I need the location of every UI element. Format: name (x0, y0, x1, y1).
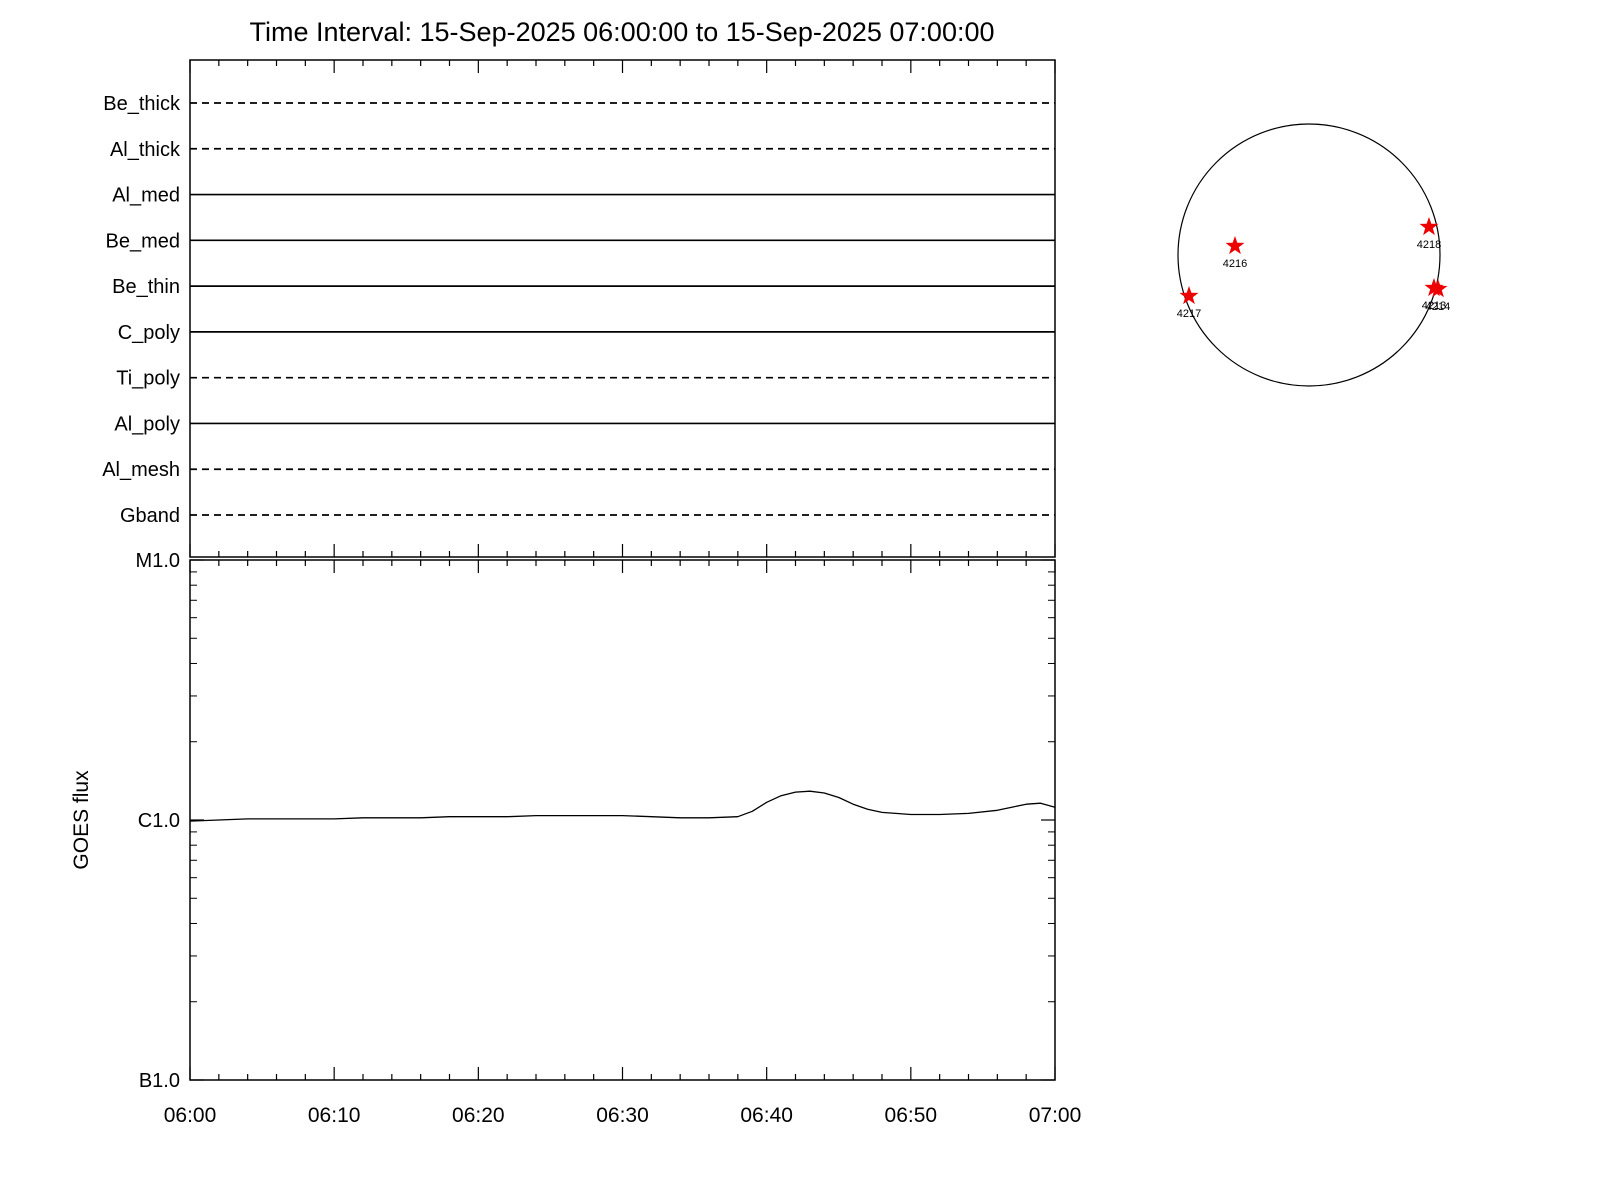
x-tick-label-06:20: 06:20 (452, 1104, 505, 1127)
x-tick-label-06:50: 06:50 (885, 1104, 938, 1127)
x-tick-label-07:00: 07:00 (1029, 1104, 1082, 1127)
filter-timeline-panel: Be_thick Al_thick Al_med Be_med Be_thin C_pol… (102, 59, 1056, 558)
active-region-label-4216: 4216 (1223, 258, 1247, 270)
y-tick-label-B1.0: B1.0 (139, 1070, 180, 1092)
active-region-star-4218 (1419, 217, 1439, 236)
filter-label-Al_med: Al_med (112, 185, 180, 207)
filter-label-Ti_poly: Ti_poly (116, 368, 180, 390)
solar-limb (1177, 123, 1441, 387)
filter-label-C_poly: C_poly (118, 322, 180, 344)
goes-flux-line (189, 790, 1056, 822)
y-tick-label-M1.0: M1.0 (136, 550, 180, 572)
y-tick-label-C1.0: C1.0 (138, 810, 180, 832)
x-tick-label-06:30: 06:30 (596, 1104, 649, 1127)
active-region-star-4216 (1225, 236, 1245, 255)
active-region-label-4217: 4217 (1177, 308, 1201, 320)
filter-label-Be_thick: Be_thick (103, 93, 181, 115)
goes-flux-panel: 06:00 06:10 06:20 06:30 06:40 06:50 07:00 M1.0 C… (136, 550, 1082, 1127)
goes-panel-frame (189, 559, 1056, 1081)
chart-title: Time Interval: 15-Sep-2025 06:00:00 to 1… (249, 17, 994, 47)
filter-label-Al_mesh: Al_mesh (102, 459, 180, 481)
active-region-label-4213: 4213 (1422, 300, 1446, 312)
filter-label-Gband: Gband (120, 505, 180, 527)
x-tick-label-06:10: 06:10 (308, 1104, 361, 1127)
filter-panel-frame (189, 59, 1056, 558)
filter-label-Be_med: Be_med (106, 230, 181, 252)
filter-label-Al_thick: Al_thick (110, 139, 181, 161)
filter-label-Be_thin: Be_thin (112, 276, 180, 298)
goes-flux-axis-title: GOES flux (70, 770, 93, 870)
active-region-label-4218: 4218 (1417, 239, 1441, 251)
active-region-star-4217 (1179, 286, 1199, 305)
x-tick-label-06:40: 06:40 (740, 1104, 793, 1127)
filter-label-Al_poly: Al_poly (114, 413, 180, 435)
active-region-label-4214: 4214 (1426, 301, 1450, 313)
active-region-star-4214 (1428, 279, 1448, 298)
x-tick-label-06:00: 06:00 (164, 1104, 217, 1127)
